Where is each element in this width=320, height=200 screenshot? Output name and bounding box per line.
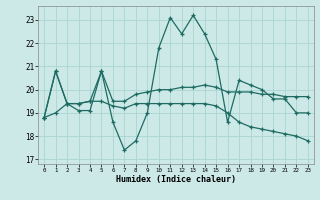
X-axis label: Humidex (Indice chaleur): Humidex (Indice chaleur) (116, 175, 236, 184)
